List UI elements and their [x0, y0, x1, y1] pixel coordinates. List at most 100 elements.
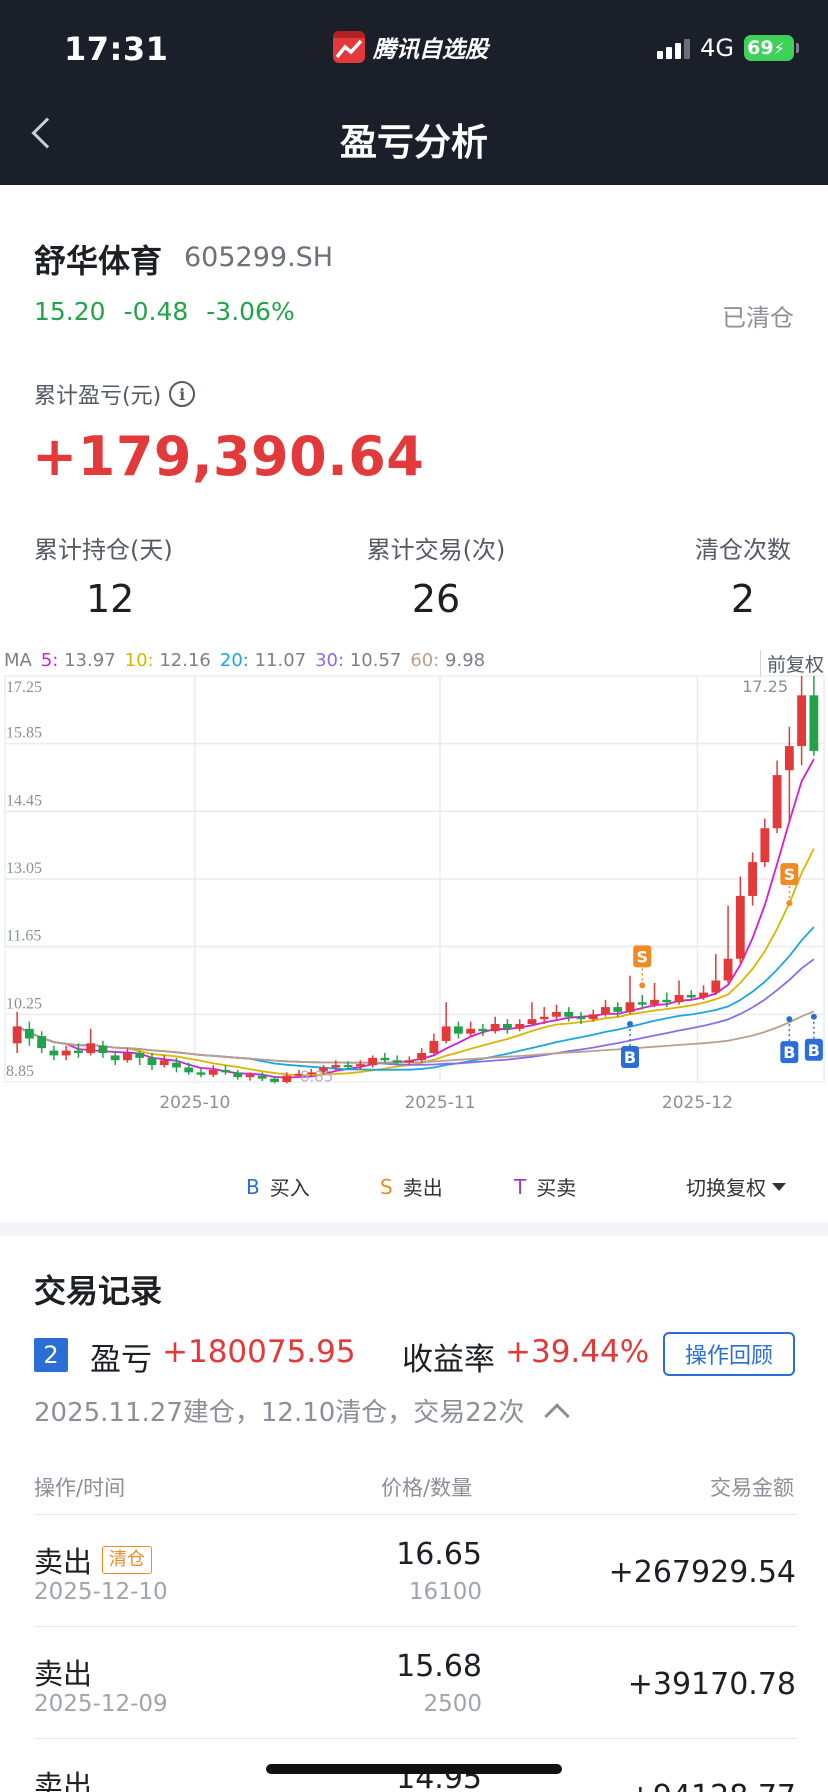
marker-label: B: [808, 1041, 820, 1060]
candle-body: [24, 1028, 34, 1039]
candle-body: [331, 1065, 341, 1068]
y-tick-label: 8.85: [6, 1063, 34, 1080]
candle-body: [564, 1011, 574, 1017]
round-description-text: 2025.11.27建仓，12.10清仓，交易22次: [34, 1398, 525, 1428]
page-title: 盈亏分析: [340, 121, 488, 164]
stat-value: 26: [411, 577, 461, 621]
candle-body: [245, 1074, 255, 1078]
row-amount: +39170.78: [627, 1667, 796, 1702]
high-price-label: 17.25: [742, 677, 788, 696]
ma-line: [16, 758, 815, 1079]
candle-body: [221, 1069, 230, 1073]
ma-value: 12.16: [159, 650, 211, 671]
header-operation-time: 操作/时间: [34, 1476, 126, 1500]
table-row[interactable]: 卖出 清仓 2025-12-10 16.65 16100 +267929.54: [34, 1514, 796, 1626]
battery-icon: 69 ⚡: [744, 35, 799, 61]
stat-value: 12: [86, 577, 135, 621]
stock-quote: 15.20 -0.48 -3.06%: [34, 297, 295, 326]
legend-symbol: T: [514, 1174, 527, 1199]
candle-body: [515, 1024, 525, 1029]
row-date: 2025-12-10: [34, 1579, 168, 1605]
candle-body: [49, 1050, 59, 1056]
row-amount: +267929.54: [608, 1555, 796, 1590]
candle-body: [404, 1060, 414, 1063]
row-qty: 2500: [423, 1691, 482, 1717]
clear-tag: 清仓: [102, 1546, 153, 1574]
candle-body: [711, 980, 721, 993]
candle-body: [478, 1028, 488, 1032]
return-rate-label: 收益率: [402, 1342, 495, 1378]
buy-marker: [804, 1038, 823, 1061]
review-operations-button[interactable]: 操作回顾: [663, 1332, 795, 1376]
candle-body: [12, 1026, 22, 1044]
candle-body: [784, 746, 794, 771]
candle-body: [735, 895, 745, 959]
stat-label: 累计持仓(天): [34, 536, 173, 564]
ma-line: [16, 848, 815, 1077]
row-date: 2025-12-09: [34, 1691, 168, 1717]
candle-body: [74, 1050, 83, 1053]
operation-type: 卖出: [34, 1657, 93, 1691]
ma-value: 9.98: [445, 650, 486, 671]
ma-value: 11.07: [254, 650, 307, 671]
candle-body: [208, 1069, 218, 1075]
legend-buy: B 买入: [246, 1172, 310, 1201]
candle-body: [110, 1055, 120, 1061]
stock-price: 15.20: [34, 297, 106, 326]
legend-symbol: B: [246, 1174, 260, 1199]
round-number-badge: 2: [34, 1338, 68, 1372]
switch-adjust-label: 切换复权: [686, 1176, 766, 1200]
status-indicators: 4G 69 ⚡: [657, 34, 799, 62]
legend-symbol: S: [380, 1174, 393, 1199]
ma-key: 10:: [124, 650, 154, 671]
stat-holding-days: 累计持仓(天) 12: [34, 530, 174, 621]
info-icon[interactable]: i: [169, 381, 196, 407]
row-operation: 卖出: [34, 1763, 92, 1792]
signal-icon: [657, 37, 691, 59]
candle-body: [503, 1024, 512, 1029]
top-bar: 17:31 腾讯自选股 4G 69 ⚡ 盈亏分析: [0, 0, 828, 185]
y-tick-label: 15.85: [6, 725, 42, 742]
candle-body: [588, 1014, 598, 1020]
table-row[interactable]: 卖出 2025-12-09 15.68 2500 +39170.78: [34, 1626, 796, 1738]
candle-body: [662, 999, 672, 1003]
candle-body: [637, 1002, 647, 1005]
switch-adjust-button[interactable]: 切换复权: [686, 1172, 786, 1201]
section-divider: [0, 1222, 828, 1236]
row-operation: 卖出: [34, 1651, 92, 1693]
round-pnl: 盈亏 +180075.95: [90, 1334, 356, 1379]
y-tick-label: 11.65: [6, 928, 41, 945]
ma-line: [16, 1010, 815, 1064]
adjust-mode-label[interactable]: 前复权: [759, 650, 824, 677]
marker-dot: [786, 1016, 793, 1023]
candle-body: [270, 1078, 279, 1082]
marker-dot: [786, 900, 793, 907]
candle-body: [184, 1067, 194, 1073]
stat-clear-count: 清仓次数 2: [688, 530, 798, 621]
buy-marker: [780, 1041, 799, 1064]
round-description[interactable]: 2025.11.27建仓，12.10清仓，交易22次: [34, 1392, 571, 1429]
candle-body: [380, 1057, 390, 1061]
candle-body: [699, 992, 708, 998]
x-tick-label: 2025-11: [404, 1093, 475, 1113]
candle-body: [368, 1057, 378, 1066]
marker-dot: [639, 982, 646, 989]
cumulative-pnl-label-text: 累计盈亏(元): [34, 384, 162, 409]
kline-chart[interactable]: 17.25 15.85 14.45 13.05 11.65 10.25 8.85 2025-1…: [0, 672, 828, 1142]
candle-body: [172, 1062, 181, 1068]
candle-body: [343, 1065, 353, 1068]
ma-value: 10.57: [349, 650, 402, 671]
candle-body: [294, 1073, 304, 1076]
y-tick-label: 13.05: [6, 860, 42, 877]
chevron-up-icon[interactable]: [544, 1402, 571, 1429]
candle-body: [650, 999, 659, 1005]
ma-30: 30: 10.57: [315, 650, 401, 671]
ma-5: 5: 13.97: [41, 650, 116, 671]
candle-body: [809, 695, 819, 751]
status-time: 17:31: [64, 30, 169, 68]
legend-label: 卖出: [402, 1176, 443, 1200]
status-app: 腾讯自选股: [333, 30, 488, 64]
x-tick-label: 2025-12: [662, 1093, 733, 1113]
candle-body: [539, 1016, 549, 1020]
candle-body: [417, 1053, 427, 1061]
